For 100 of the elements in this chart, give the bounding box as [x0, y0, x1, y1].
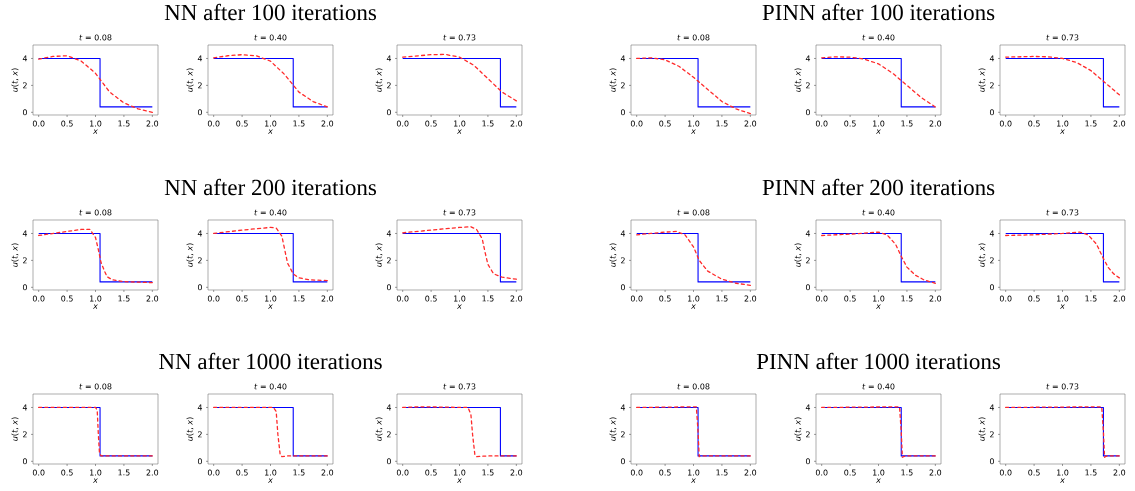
x-tick-label: 1.0	[688, 469, 700, 476]
x-tick-label: 2.0	[321, 469, 334, 476]
x-tick-label: 1.0	[90, 469, 102, 476]
x-tick-label: 1.5	[716, 295, 728, 302]
y-tick-label: 2	[387, 257, 391, 264]
y-tick-label: 2	[387, 431, 391, 438]
x-tick-label: 1.5	[482, 469, 494, 476]
y-tick-label: 2	[990, 431, 994, 438]
x-tick-label: 0.0	[815, 120, 828, 127]
y-tick-label: 0	[805, 109, 810, 116]
x-tick-label: 0.5	[425, 120, 437, 127]
y-tick-label: 0	[989, 458, 994, 465]
y-tick-label: 0	[22, 284, 27, 291]
chart-title: t = 0.08	[79, 209, 112, 216]
x-tick-label: 0.5	[844, 120, 856, 127]
x-tick-label: 1.5	[901, 295, 913, 302]
x-axis-title: x	[1059, 129, 1065, 134]
x-tick-label: 2.0	[146, 120, 159, 127]
x-tick-label: 1.5	[1085, 120, 1097, 127]
x-tick-label: 0.5	[659, 295, 671, 302]
x-tick-label: 0.0	[396, 469, 409, 476]
y-tick-label: 4	[989, 404, 995, 411]
x-tick-label: 0.5	[236, 295, 248, 302]
line-series	[402, 226, 517, 280]
y-tick-label: 4	[989, 230, 995, 237]
line-series	[1005, 55, 1120, 96]
x-tick-label: 0.0	[32, 469, 45, 476]
y-tick-label: 0	[386, 109, 391, 116]
x-tick-label: 0.5	[659, 469, 671, 476]
x-tick-label: 0.5	[425, 295, 437, 302]
x-tick-label: 1.5	[716, 469, 728, 476]
chart-title: t = 0.08	[677, 383, 710, 390]
chart-title: t = 0.40	[254, 34, 287, 41]
x-axis-title: x	[267, 478, 273, 483]
x-tick-label: 0.0	[207, 120, 220, 127]
x-tick-label: 2.0	[510, 469, 523, 476]
y-tick-label: 4	[197, 230, 203, 237]
y-axis-title: u(t, x)	[978, 243, 986, 267]
x-axis-title: x	[92, 478, 98, 483]
y-axis-title: u(t, x)	[978, 68, 986, 92]
chart-title: t = 0.73	[443, 34, 476, 41]
x-tick-label: 2.0	[321, 120, 334, 127]
x-tick-label: 0.0	[396, 295, 409, 302]
x-tick-label: 0.5	[236, 469, 248, 476]
y-tick-label: 0	[805, 284, 810, 291]
y-tick-label: 2	[990, 257, 994, 264]
x-tick-label: 0.0	[999, 469, 1012, 476]
x-tick-label: 1.5	[118, 120, 130, 127]
x-tick-label: 0.0	[630, 295, 643, 302]
y-axis-title: u(t, x)	[609, 68, 617, 92]
x-tick-label: 1.0	[688, 295, 700, 302]
x-tick-label: 1.0	[265, 469, 277, 476]
x-tick-label: 2.0	[929, 120, 942, 127]
x-tick-label: 1.0	[454, 295, 466, 302]
x-tick-label: 0.0	[815, 295, 828, 302]
x-tick-label: 2.0	[321, 295, 334, 302]
y-tick-label: 2	[22, 257, 27, 264]
x-tick-label: 1.0	[873, 295, 885, 302]
x-tick-label: 1.0	[873, 469, 885, 476]
x-tick-label: 1.0	[688, 120, 700, 127]
x-tick-label: 1.0	[1057, 295, 1069, 302]
y-axis-title: u(t, x)	[375, 68, 383, 92]
chart-title: t = 0.40	[254, 209, 287, 216]
y-tick-label: 4	[620, 230, 626, 237]
chart-title: t = 0.40	[862, 34, 895, 41]
y-axis-title: u(t, x)	[11, 68, 19, 92]
y-tick-label: 0	[197, 109, 202, 116]
x-axis-title: x	[456, 478, 462, 483]
x-tick-label: 0.5	[236, 120, 248, 127]
x-tick-label: 1.5	[901, 120, 913, 127]
x-tick-label: 1.5	[118, 295, 130, 302]
x-tick-label: 0.0	[32, 295, 45, 302]
y-tick-label: 4	[805, 404, 811, 411]
x-axis-title: x	[92, 129, 98, 134]
x-axis-title: x	[690, 478, 696, 483]
y-axis-title: u(t, x)	[794, 68, 802, 92]
x-axis-title: x	[1059, 478, 1065, 483]
y-axis-title: u(t, x)	[11, 243, 19, 267]
text: NN after 1000 iterations	[159, 352, 382, 370]
y-axis-title: u(t, x)	[794, 417, 802, 441]
y-tick-label: 0	[805, 458, 810, 465]
x-axis-title: x	[92, 304, 98, 309]
chart-title: t = 0.08	[79, 383, 112, 390]
x-tick-label: 2.0	[929, 295, 942, 302]
y-tick-label: 4	[620, 55, 626, 62]
x-tick-label: 0.5	[1028, 120, 1040, 127]
x-tick-label: 0.5	[659, 120, 671, 127]
y-axis-title: u(t, x)	[186, 417, 194, 441]
x-tick-label: 1.5	[482, 120, 494, 127]
x-tick-label: 0.0	[630, 120, 643, 127]
y-tick-label: 4	[386, 404, 392, 411]
x-axis-title: x	[267, 304, 273, 309]
y-axis-title: u(t, x)	[375, 243, 383, 267]
text: PINN after 100 iterations	[762, 3, 995, 21]
x-tick-label: 0.0	[815, 469, 828, 476]
x-tick-label: 2.0	[510, 120, 523, 127]
x-tick-label: 2.0	[1113, 120, 1126, 127]
y-tick-label: 2	[806, 257, 810, 264]
y-tick-label: 4	[22, 55, 28, 62]
x-tick-label: 0.0	[207, 295, 220, 302]
